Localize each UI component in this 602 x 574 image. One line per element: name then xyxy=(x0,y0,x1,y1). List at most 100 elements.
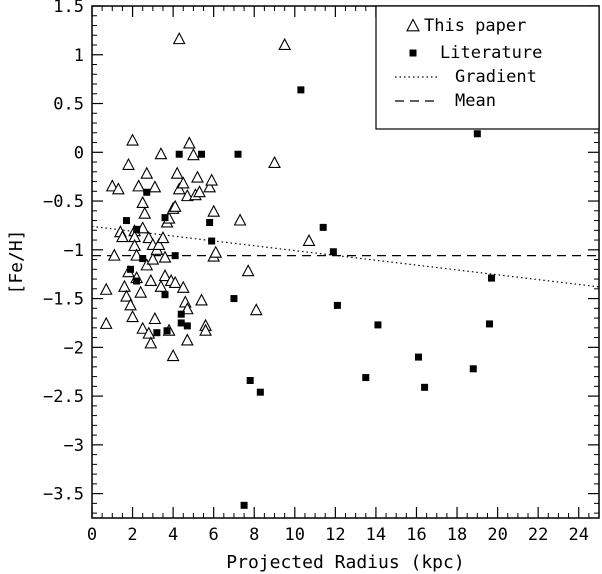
x-tick-label: 14 xyxy=(366,525,386,545)
this-paper-point xyxy=(241,264,255,277)
y-tick-label: 1.5 xyxy=(53,0,84,17)
x-tick-label: 2 xyxy=(127,525,137,545)
legend-label-literature: Literature xyxy=(440,43,542,63)
y-tick-label: −3.5 xyxy=(43,485,84,505)
this-paper-point xyxy=(203,180,217,193)
this-paper-point xyxy=(120,289,133,302)
literature-point xyxy=(362,374,370,382)
literature-point xyxy=(163,327,171,335)
this-paper-point xyxy=(205,173,219,186)
this-paper-point xyxy=(158,250,172,263)
x-tick-label: 22 xyxy=(528,525,548,545)
literature-point xyxy=(206,219,214,227)
this-paper-point xyxy=(207,204,221,217)
this-paper-point xyxy=(178,295,192,308)
this-paper-point xyxy=(99,282,113,295)
this-paper-point xyxy=(180,333,194,346)
x-tick-label: 6 xyxy=(209,525,219,545)
this-paper-point xyxy=(140,258,154,271)
literature-point xyxy=(297,86,305,94)
y-tick-label: −1 xyxy=(64,241,84,261)
literature-point xyxy=(143,188,151,196)
literature-point xyxy=(319,223,327,231)
literature-point xyxy=(421,383,429,391)
literature-point xyxy=(415,353,423,361)
this-paper-point xyxy=(138,206,152,219)
literature-point xyxy=(183,322,191,330)
legend-label-gradient: Gradient xyxy=(455,67,537,87)
this-paper-point xyxy=(122,157,135,170)
x-tick-label: 10 xyxy=(285,525,305,545)
literature-point xyxy=(234,150,242,158)
literature-point xyxy=(208,237,216,245)
this-paper-point xyxy=(268,155,281,169)
literature-point xyxy=(198,150,206,158)
this-paper-point xyxy=(166,348,180,362)
this-paper-point xyxy=(168,275,182,288)
literature-point xyxy=(329,248,337,256)
this-paper-point xyxy=(278,37,292,51)
this-paper-point xyxy=(302,233,316,247)
this-paper-point xyxy=(154,147,168,160)
this-paper-point xyxy=(180,189,194,202)
this-paper-point xyxy=(134,285,148,298)
this-paper-point xyxy=(168,199,182,212)
y-tick-label: 0.5 xyxy=(53,95,84,115)
this-paper-point xyxy=(176,280,190,293)
legend-square-icon xyxy=(409,49,417,57)
legend-triangle-marker xyxy=(406,18,420,32)
this-paper-point xyxy=(172,32,186,45)
this-paper-point xyxy=(170,166,184,179)
literature-point xyxy=(333,301,341,309)
x-tick-label: 16 xyxy=(406,525,426,545)
this-paper-point xyxy=(116,230,129,243)
this-paper-point xyxy=(142,230,156,244)
this-paper-point xyxy=(118,279,131,292)
x-tick-label: 24 xyxy=(568,525,588,545)
this-paper-point xyxy=(182,136,196,149)
this-paper-point xyxy=(176,176,190,189)
literature-point xyxy=(177,319,185,327)
literature-point xyxy=(246,376,254,384)
legend: This paper Literature Gradient Mean xyxy=(375,5,600,130)
y-tick-label: −2.5 xyxy=(43,387,84,407)
y-tick-label: 0 xyxy=(74,143,84,163)
this-paper-point xyxy=(140,166,154,179)
this-paper-point xyxy=(146,252,160,265)
this-paper-point xyxy=(105,179,119,192)
literature-point xyxy=(122,217,130,225)
this-paper-point xyxy=(156,230,170,244)
this-paper-point xyxy=(124,298,137,311)
x-tick-label: 18 xyxy=(447,525,467,545)
literature-point xyxy=(133,225,141,233)
this-paper-point xyxy=(126,133,139,146)
literature-point xyxy=(153,329,161,337)
this-paper-point xyxy=(209,245,223,258)
literature-point xyxy=(171,252,179,260)
legend-triangle-icon xyxy=(406,18,420,32)
y-tick-label: −0.5 xyxy=(43,192,84,212)
this-paper-point xyxy=(136,321,150,334)
literature-point xyxy=(133,277,141,285)
this-paper-point xyxy=(99,316,113,329)
x-tick-label: 0 xyxy=(87,525,97,545)
literature-point xyxy=(256,388,264,396)
literature-point xyxy=(485,320,493,328)
this-paper-point xyxy=(158,269,172,282)
literature-point xyxy=(469,365,477,373)
literature-point xyxy=(473,130,481,138)
legend-label-mean: Mean xyxy=(455,91,496,111)
this-paper-point xyxy=(144,336,158,349)
this-paper-point xyxy=(172,182,186,195)
this-paper-point xyxy=(191,170,204,183)
legend-label-this-paper: This paper xyxy=(424,16,526,36)
this-paper-point xyxy=(148,311,162,325)
plot-frame xyxy=(91,5,600,519)
this-paper-point xyxy=(111,182,125,195)
this-paper-point xyxy=(193,185,206,198)
this-paper-point xyxy=(249,303,263,316)
this-paper-point xyxy=(128,238,142,251)
trend-lines xyxy=(91,225,600,288)
literature-point xyxy=(161,291,169,299)
y-tick-label: −1.5 xyxy=(43,290,84,310)
